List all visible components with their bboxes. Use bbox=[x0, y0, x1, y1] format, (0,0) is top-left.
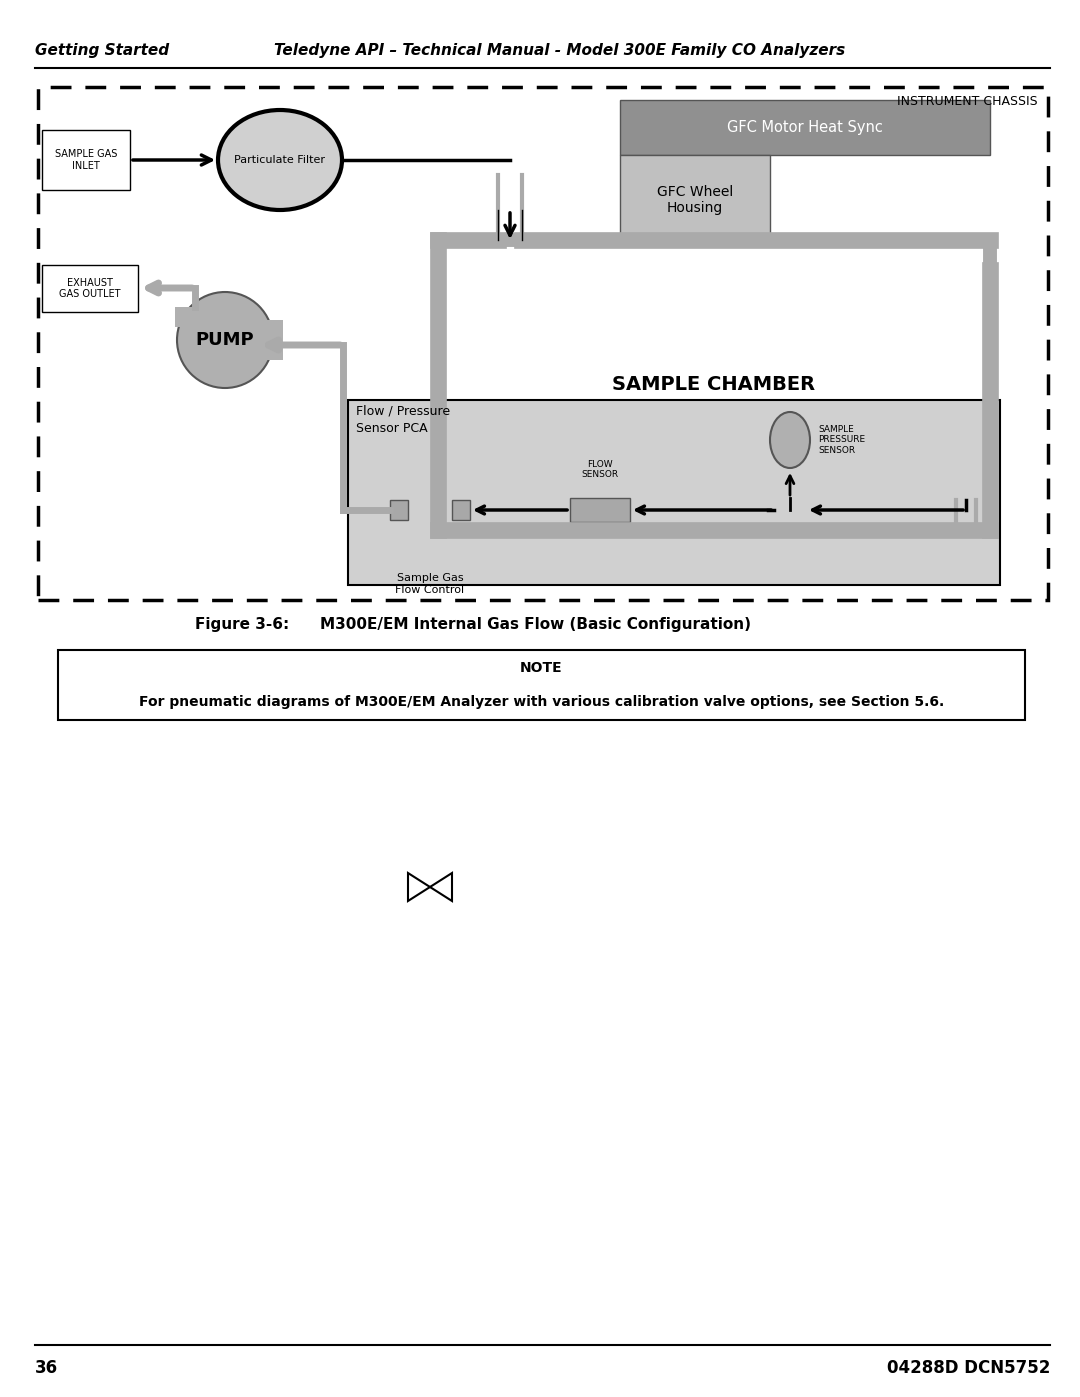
Text: Particulate Filter: Particulate Filter bbox=[234, 155, 325, 165]
Text: Getting Started: Getting Started bbox=[35, 42, 170, 57]
Ellipse shape bbox=[770, 412, 810, 468]
Text: 36: 36 bbox=[35, 1359, 58, 1377]
Bar bbox=[390, 500, 408, 520]
Polygon shape bbox=[408, 873, 453, 901]
Bar bbox=[453, 500, 470, 520]
Text: Sample Gas
Flow Control: Sample Gas Flow Control bbox=[395, 573, 464, 595]
Text: 04288D DCN5752: 04288D DCN5752 bbox=[887, 1359, 1050, 1377]
Ellipse shape bbox=[218, 110, 342, 210]
Text: Figure 3-6:: Figure 3-6: bbox=[195, 617, 289, 633]
Text: EXHAUST
GAS OUTLET: EXHAUST GAS OUTLET bbox=[59, 278, 121, 299]
Bar bbox=[620, 155, 770, 244]
Bar bbox=[58, 650, 1025, 719]
Bar bbox=[620, 101, 990, 155]
Text: PUMP: PUMP bbox=[195, 331, 254, 349]
Text: FLOW
SENSOR: FLOW SENSOR bbox=[581, 460, 619, 479]
Text: For pneumatic diagrams of M300E/EM Analyzer with various calibration valve optio: For pneumatic diagrams of M300E/EM Analy… bbox=[139, 694, 944, 710]
Text: SAMPLE
PRESSURE
SENSOR: SAMPLE PRESSURE SENSOR bbox=[818, 425, 865, 455]
Bar bbox=[42, 265, 138, 312]
Bar bbox=[38, 87, 1048, 599]
Text: GFC Wheel
Housing: GFC Wheel Housing bbox=[657, 184, 733, 215]
Circle shape bbox=[177, 292, 273, 388]
Text: SAMPLE GAS
INLET: SAMPLE GAS INLET bbox=[55, 149, 118, 170]
Text: SAMPLE CHAMBER: SAMPLE CHAMBER bbox=[612, 376, 815, 394]
Bar bbox=[265, 320, 283, 360]
Bar bbox=[444, 246, 984, 524]
Text: NOTE: NOTE bbox=[521, 661, 563, 675]
Bar bbox=[348, 400, 1000, 585]
Bar bbox=[175, 307, 205, 327]
Text: M300E/EM Internal Gas Flow (Basic Configuration): M300E/EM Internal Gas Flow (Basic Config… bbox=[320, 617, 751, 633]
Bar bbox=[570, 497, 630, 522]
Text: INSTRUMENT CHASSIS: INSTRUMENT CHASSIS bbox=[897, 95, 1038, 108]
Text: GFC Motor Heat Sync: GFC Motor Heat Sync bbox=[727, 120, 883, 136]
Text: Flow / Pressure
Sensor PCA: Flow / Pressure Sensor PCA bbox=[356, 405, 450, 434]
Bar bbox=[438, 240, 990, 529]
Text: Teledyne API – Technical Manual - Model 300E Family CO Analyzers: Teledyne API – Technical Manual - Model … bbox=[274, 42, 846, 57]
Bar bbox=[42, 130, 130, 190]
